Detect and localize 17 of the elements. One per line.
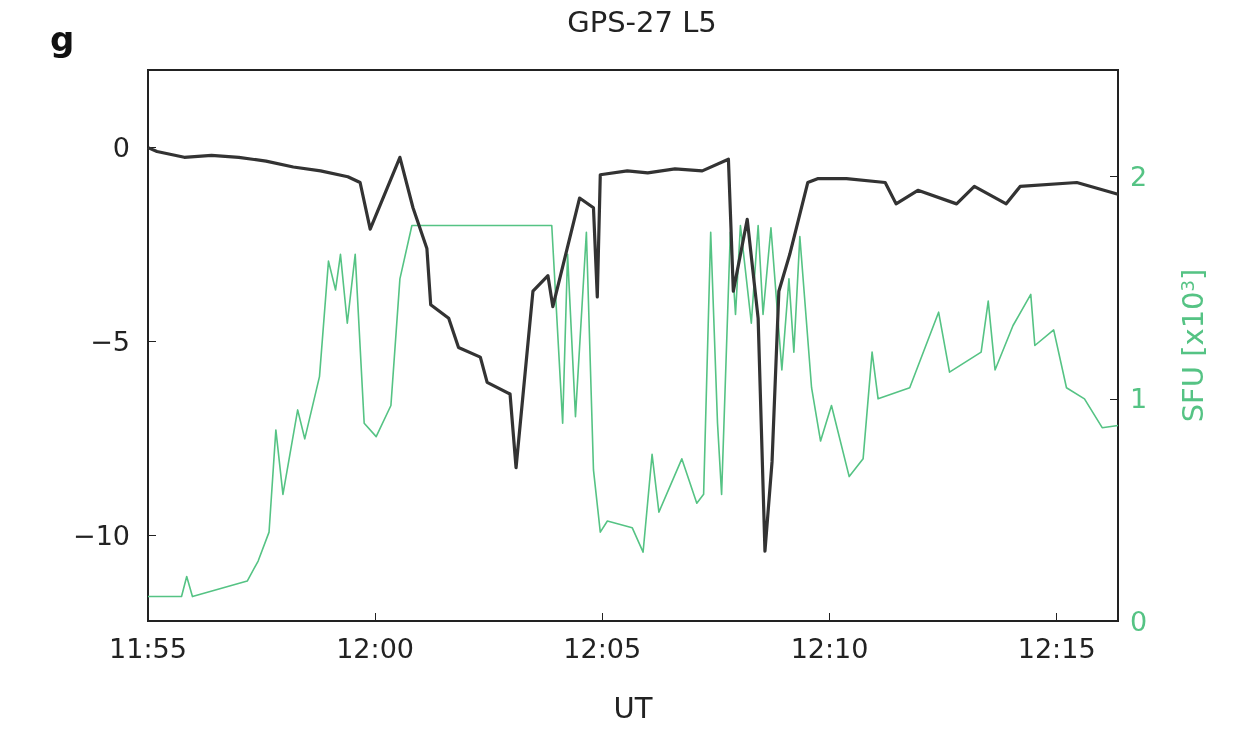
y-tick-label: 0 [112,132,130,164]
x-axis-title: UT [613,690,653,725]
x-tick-label: 12:00 [336,633,414,664]
x-tick-label: 12:10 [790,633,869,664]
y-tick-label: −5 [90,326,130,358]
x-tick-label: 11:55 [109,633,187,664]
y2-tick-label: 1 [1130,383,1148,415]
y-tick-label: −10 [73,520,130,552]
line-series [147,224,1119,598]
x-tick-label: 12:05 [563,633,642,664]
y2-axis-title: SFU [x103] [1176,268,1210,423]
text: g [50,19,75,59]
x-tick-label: 12:15 [1017,633,1096,664]
line-series [146,146,1120,553]
y2-tick-label: 0 [1130,605,1148,637]
chart-title: GPS-27 L5 [567,4,717,39]
y2-tick-label: 2 [1130,161,1148,193]
